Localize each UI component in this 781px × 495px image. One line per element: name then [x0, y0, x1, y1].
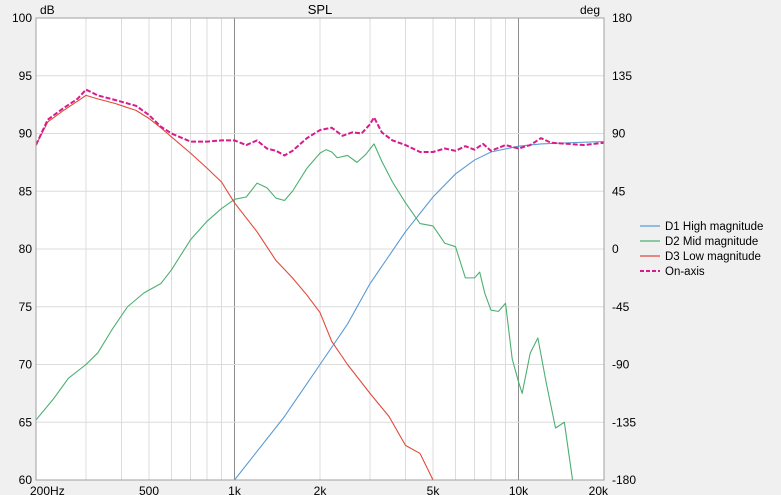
y2-tick-label: 0: [612, 242, 619, 256]
x-axis-ticks: 200Hz 500 1k 2k 5k 10k 20k: [30, 484, 609, 495]
chart-title: SPL: [308, 2, 333, 17]
y2-axis-ticks: -180 -135 -90 -45 0 45 90 135 180: [612, 11, 636, 487]
y-tick-label: 60: [19, 473, 33, 487]
y-tick-label: 80: [19, 242, 33, 256]
series-line-2: [36, 143, 574, 480]
x-tick-label: 20k: [589, 484, 609, 495]
legend-label: On-axis: [665, 266, 705, 278]
y-tick-label: 70: [19, 358, 33, 372]
x-tick-label: 1k: [228, 484, 242, 495]
y2-tick-label: -135: [612, 415, 636, 429]
y-tick-label: 75: [19, 300, 33, 314]
series-line-4: [36, 88, 604, 157]
y-axis-ticks: 60 65 70 75 80 85 90 95 100: [12, 11, 32, 487]
y2-tick-label: 45: [612, 184, 626, 198]
y-tick-label: 85: [19, 184, 33, 198]
series-line-3: [36, 94, 434, 480]
y2-tick-label: -45: [612, 300, 630, 314]
y2-tick-label: -90: [612, 358, 630, 372]
legend-label: D1 High magnitude: [665, 221, 763, 233]
legend-label: D3 Low magnitude: [665, 251, 761, 263]
legend-label: D2 Mid magnitude: [665, 236, 758, 248]
right-axis-unit: deg: [580, 3, 600, 17]
y2-tick-label: -180: [612, 473, 636, 487]
y-tick-label: 90: [19, 127, 33, 141]
series-line-1: [234, 141, 604, 480]
grid: [36, 18, 604, 480]
y2-tick-label: 180: [612, 11, 632, 25]
y2-tick-label: 135: [612, 69, 632, 83]
y-tick-label: 95: [19, 69, 33, 83]
series-layer: [36, 88, 604, 480]
left-axis-unit: dB: [40, 3, 55, 17]
x-tick-label: 500: [139, 484, 159, 495]
x-tick-label: 5k: [427, 484, 441, 495]
legend: D1 High magnitude D2 Mid magnitude D3 Low …: [640, 221, 763, 278]
y-tick-label: 100: [12, 11, 32, 25]
x-tick-label: 2k: [314, 484, 328, 495]
y2-tick-label: 90: [612, 127, 626, 141]
x-tick-label: 200Hz: [30, 484, 65, 495]
y-tick-label: 65: [19, 415, 33, 429]
plot-frame: [35, 17, 605, 481]
x-tick-label: 10k: [509, 484, 529, 495]
